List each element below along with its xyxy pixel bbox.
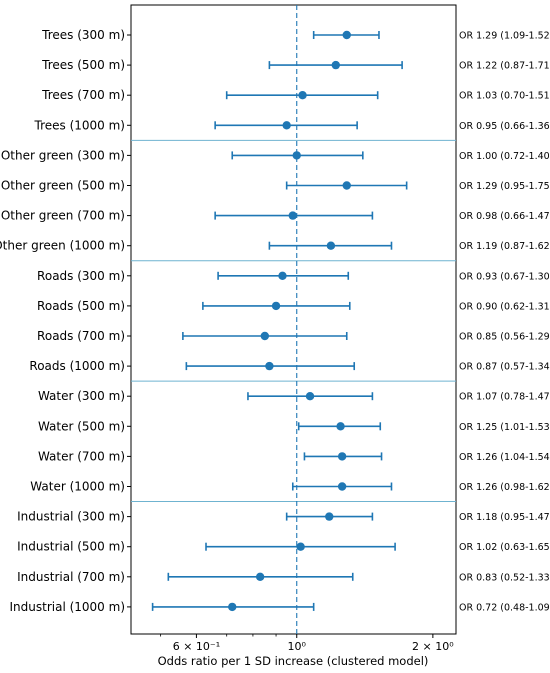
- or-annotation: OR 1.02 (0.63-1.65): [459, 542, 550, 553]
- or-annotation: OR 1.26 (0.98-1.62): [459, 482, 550, 493]
- odds-ratio-point: [278, 271, 287, 280]
- forest-row: Other green (300 m) OR 1.00 (0.72-1.40): [1, 148, 550, 162]
- x-tick-label: 2 × 10⁰: [412, 640, 454, 653]
- forest-row: Trees (1000 m) OR 0.95 (0.66-1.36): [34, 118, 550, 132]
- forest-row: Roads (1000 m) OR 0.87 (0.57-1.34): [29, 359, 550, 373]
- row-label: Industrial (700 m): [17, 570, 125, 584]
- forest-row: Trees (500 m) OR 1.22 (0.87-1.71): [41, 58, 550, 72]
- odds-ratio-point: [255, 572, 265, 581]
- row-label: Other green (1000 m): [0, 239, 125, 253]
- plot-area: 6 × 10⁻¹ 10⁰ 2 × 10⁰ Trees (300 m) OR 1.29 (…: [0, 4, 550, 653]
- row-label: Trees (300 m): [41, 28, 125, 42]
- or-annotation: OR 0.85 (0.56-1.29): [459, 332, 550, 343]
- row-label: Water (500 m): [38, 419, 125, 433]
- odds-ratio-point: [298, 91, 307, 100]
- or-annotation: OR 0.95 (0.66-1.36): [459, 121, 550, 132]
- or-annotation: OR 0.90 (0.62-1.31): [459, 301, 550, 312]
- x-axis-label: Odds ratio per 1 SD increase (clustered …: [158, 654, 429, 668]
- odds-ratio-point: [342, 181, 351, 190]
- odds-ratio-point: [331, 60, 340, 70]
- forest-row: Industrial (500 m) OR 1.02 (0.63-1.65): [17, 540, 550, 554]
- odds-ratio-point: [296, 542, 305, 551]
- forest-row: Water (700 m) OR 1.26 (1.04-1.54): [38, 449, 550, 463]
- row-label: Trees (700 m): [41, 88, 125, 102]
- forest-row: Industrial (1000 m) OR 0.72 (0.48-1.09): [10, 600, 550, 614]
- row-label: Roads (300 m): [37, 269, 125, 283]
- or-annotation: OR 1.18 (0.95-1.47): [459, 512, 550, 523]
- odds-ratio-point: [337, 482, 347, 491]
- forest-row: Roads (300 m) OR 0.93 (0.67-1.30): [37, 269, 550, 283]
- odds-ratio-point: [336, 422, 345, 431]
- row-label: Industrial (500 m): [17, 540, 125, 554]
- row-label: Trees (500 m): [41, 58, 125, 72]
- odds-ratio-point: [292, 151, 301, 160]
- row-label: Other green (500 m): [1, 179, 125, 193]
- forest-row: Roads (700 m) OR 0.85 (0.56-1.29): [37, 329, 550, 343]
- or-annotation: OR 1.03 (0.70-1.51): [459, 91, 550, 102]
- forest-row: Water (500 m) OR 1.25 (1.01-1.53): [38, 419, 550, 433]
- axes-frame: [130, 4, 457, 635]
- row-label: Other green (700 m): [1, 209, 125, 223]
- row-label: Roads (1000 m): [29, 359, 125, 373]
- odds-ratio-point: [228, 602, 237, 612]
- or-annotation: OR 0.98 (0.66-1.47): [459, 211, 550, 222]
- x-tick-label: 10⁰: [288, 640, 307, 653]
- odds-ratio-point: [325, 512, 334, 521]
- row-label: Water (300 m): [38, 389, 125, 403]
- or-annotation: OR 0.83 (0.52-1.33): [459, 572, 550, 583]
- row-label: Water (1000 m): [30, 480, 125, 494]
- or-annotation: OR 1.26 (1.04-1.54): [459, 452, 550, 463]
- forest-row: Other green (500 m) OR 1.29 (0.95-1.75): [1, 179, 550, 193]
- forest-row: Other green (700 m) OR 0.98 (0.66-1.47): [1, 209, 550, 223]
- or-annotation: OR 1.07 (0.78-1.47): [459, 392, 550, 403]
- or-annotation: OR 1.00 (0.72-1.40): [459, 151, 550, 162]
- odds-ratio-point: [282, 121, 291, 130]
- or-annotation: OR 1.29 (1.09-1.52): [459, 31, 550, 42]
- row-label: Trees (1000 m): [34, 118, 125, 132]
- odds-ratio-point: [265, 361, 274, 371]
- row-label: Industrial (1000 m): [10, 600, 126, 614]
- odds-ratio-point: [271, 301, 281, 311]
- forest-row: Trees (700 m) OR 1.03 (0.70-1.51): [41, 88, 550, 102]
- row-label: Roads (500 m): [37, 299, 125, 313]
- odds-ratio-point: [288, 211, 297, 220]
- odds-ratio-point: [337, 452, 347, 461]
- row-label: Water (700 m): [38, 449, 125, 463]
- or-annotation: OR 0.72 (0.48-1.09): [459, 602, 550, 613]
- forest-row: Industrial (300 m) OR 1.18 (0.95-1.47): [17, 510, 550, 524]
- or-annotation: OR 0.93 (0.67-1.30): [459, 271, 550, 282]
- forest-row: Trees (300 m) OR 1.29 (1.09-1.52): [41, 28, 550, 42]
- forest-row: Water (300 m) OR 1.07 (0.78-1.47): [38, 389, 550, 403]
- or-annotation: OR 1.25 (1.01-1.53): [459, 422, 550, 433]
- row-label: Industrial (300 m): [17, 510, 125, 524]
- forest-row: Industrial (700 m) OR 0.83 (0.52-1.33): [17, 570, 550, 584]
- row-label: Roads (700 m): [37, 329, 125, 343]
- or-annotation: OR 0.87 (0.57-1.34): [459, 362, 550, 373]
- or-annotation: OR 1.29 (0.95-1.75): [459, 181, 550, 192]
- odds-ratio-point: [305, 392, 315, 401]
- or-annotation: OR 1.19 (0.87-1.62): [459, 241, 550, 252]
- odds-ratio-point: [260, 331, 270, 341]
- x-tick-label: 6 × 10⁻¹: [173, 640, 220, 653]
- or-annotation: OR 1.22 (0.87-1.71): [459, 61, 550, 72]
- forest-row: Roads (500 m) OR 0.90 (0.62-1.31): [37, 299, 550, 313]
- odds-ratio-point: [342, 30, 351, 40]
- forest-row: Water (1000 m) OR 1.26 (0.98-1.62): [30, 480, 550, 494]
- odds-ratio-point: [326, 241, 336, 250]
- row-label: Other green (300 m): [1, 148, 125, 162]
- forest-row: Other green (1000 m) OR 1.19 (0.87-1.62): [0, 239, 550, 253]
